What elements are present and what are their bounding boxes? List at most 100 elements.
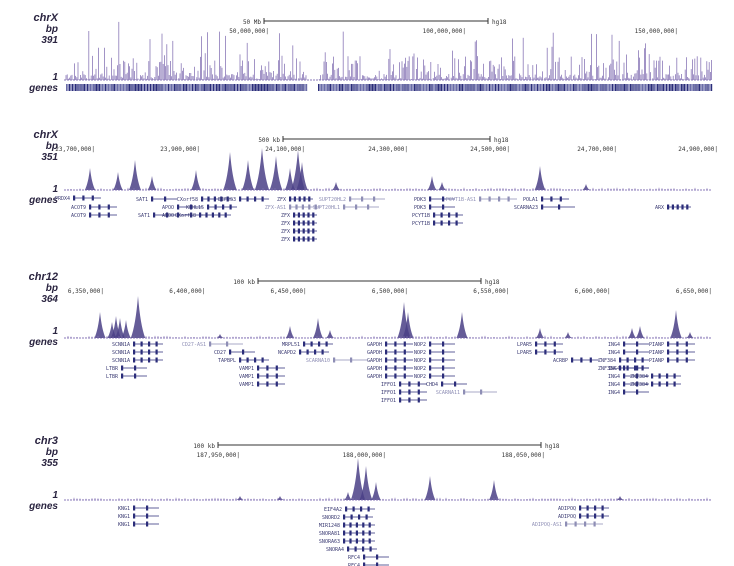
gene-block	[132, 84, 134, 91]
signal-peak	[536, 328, 544, 338]
axis-tick-label: 23,900,000|	[160, 146, 200, 153]
gene-block	[672, 84, 674, 91]
gene-block	[687, 84, 689, 91]
gene-block	[445, 84, 447, 91]
signal-peak	[147, 176, 157, 190]
gene-exon	[358, 514, 361, 520]
gene-exon	[429, 196, 432, 202]
gene-block	[522, 84, 524, 91]
gene-label: SUPT20HL2	[319, 197, 346, 203]
gene-exon	[297, 236, 300, 242]
gene-block	[451, 84, 453, 91]
gene-block	[355, 84, 357, 91]
gene-block	[372, 84, 374, 91]
gene-exon	[658, 373, 661, 379]
gene-exon	[442, 341, 445, 347]
gene-label: SCNN1A	[112, 358, 130, 364]
gene-block	[199, 84, 201, 91]
gene-block	[655, 84, 657, 91]
gene-exon	[367, 204, 370, 210]
gene-exon	[541, 204, 544, 210]
gene-exon	[343, 514, 346, 520]
gene-exon	[417, 397, 420, 403]
gene-block	[642, 84, 644, 91]
gene-block	[265, 84, 267, 91]
gene-exon	[261, 196, 264, 202]
gene-block	[75, 84, 77, 91]
gene-block	[624, 84, 626, 91]
gene-block	[213, 84, 215, 91]
gene-exon	[623, 349, 626, 355]
gene-label: SAT1	[138, 213, 150, 219]
gene-exon	[360, 506, 363, 512]
gene-exon	[226, 341, 229, 347]
gene-exon	[362, 546, 365, 552]
gene-block	[325, 84, 327, 91]
genome-panel-1: chrX bp 391 1 genes 50 Mb hg18 50,000,000|…	[0, 0, 734, 110]
gene-block	[298, 84, 300, 91]
gene-exon	[601, 513, 604, 519]
bp-label: bp	[45, 447, 58, 458]
gene-block	[268, 84, 270, 91]
gene-block	[523, 84, 525, 91]
gene-block	[565, 84, 567, 91]
gene-exon	[601, 505, 604, 511]
gene-block	[691, 84, 693, 91]
gene-exon	[550, 196, 553, 202]
gene-block	[594, 84, 596, 91]
gene-exon	[634, 357, 637, 363]
gene-exon	[318, 341, 321, 347]
gene-block	[103, 84, 105, 91]
gene-block	[207, 84, 209, 91]
gene-block	[693, 84, 695, 91]
gene-exon	[349, 522, 352, 528]
gene-block	[459, 84, 461, 91]
gene-exon	[239, 357, 242, 363]
gene-exon	[667, 204, 670, 210]
gene-exon	[345, 506, 348, 512]
gene-block	[253, 84, 255, 91]
axis-tick-label: 24,900,000|	[678, 146, 718, 153]
gene-block	[637, 84, 639, 91]
signal-peak	[371, 482, 381, 500]
gene-exon	[133, 357, 136, 363]
gene-block	[552, 84, 554, 91]
gene-block	[369, 84, 371, 91]
gene-block	[664, 84, 666, 91]
gene-block	[352, 84, 354, 91]
gene-exon	[133, 521, 136, 527]
gene-block	[667, 84, 669, 91]
gene-label: ZNF384	[630, 374, 648, 380]
gene-block	[511, 84, 513, 91]
chart-svg: 100 kb hg18 6,350,000| 6,400,000| 6,450,000|…	[64, 278, 712, 404]
gene-block	[127, 84, 129, 91]
gene-block	[231, 84, 233, 91]
gene-exon	[307, 236, 310, 242]
gene-label: SNORA4	[326, 547, 344, 553]
gene-block	[585, 84, 587, 91]
gene-label: ZNF384	[598, 358, 616, 364]
gene-block	[538, 84, 540, 91]
gene-label: GAPDH	[367, 366, 382, 372]
gene-label: ZNF384	[598, 366, 616, 372]
gene-exon	[302, 220, 305, 226]
gene-block	[504, 84, 506, 91]
gene-exon	[349, 538, 352, 544]
gene-label: ZFX	[281, 213, 290, 219]
scale-label: 100 kb	[233, 279, 255, 286]
gene-exon	[293, 236, 296, 242]
gene-block	[208, 84, 210, 91]
gene-exon	[73, 195, 76, 201]
gene-block	[490, 84, 492, 91]
gene-exon	[361, 196, 364, 202]
gene-block	[244, 84, 246, 91]
gene-block	[354, 84, 356, 91]
gene-block	[676, 84, 678, 91]
gene-block	[331, 84, 333, 91]
gene-label: ADIPOQ	[558, 514, 576, 520]
bp-label: bp	[45, 141, 58, 152]
gene-label: EIF4A2	[324, 507, 342, 513]
gene-block	[267, 84, 269, 91]
gene-block	[123, 84, 125, 91]
gene-block	[252, 84, 254, 91]
